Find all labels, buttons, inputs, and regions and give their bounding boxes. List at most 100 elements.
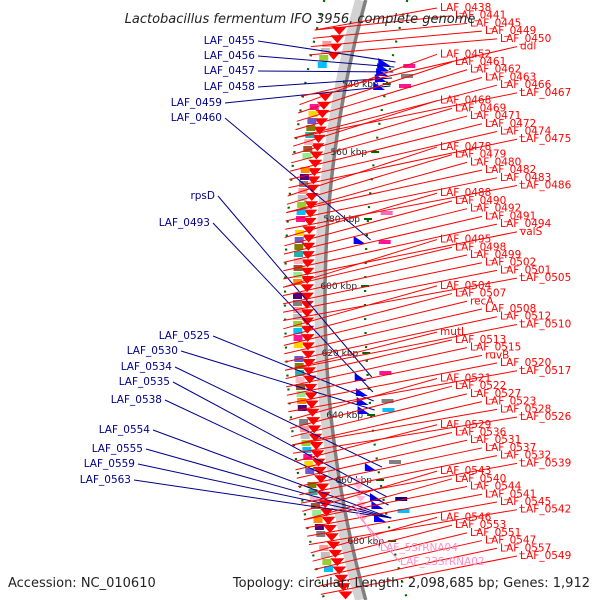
left-feature-label: LAF_0456: [204, 50, 256, 62]
right-feature-label: LAF_0515: [470, 342, 521, 354]
reverse-strand-guide: [363, 0, 409, 600]
forward-cds-arrow: [301, 350, 316, 359]
right-feature-label: LAF_0462: [470, 64, 521, 76]
forward-cds-arrow: [326, 51, 341, 60]
category-block: [322, 559, 332, 565]
right-feature-label: LAF_0529: [440, 419, 491, 431]
right-feature-label: LAF_0499: [470, 249, 521, 261]
right-label-leader: [318, 547, 498, 587]
right-label-leader: [290, 393, 468, 438]
right-feature-label: LAF_0553: [455, 519, 506, 531]
right-label-leader: [310, 30, 483, 48]
category-block: [293, 307, 303, 313]
left-label-leader: [257, 70, 394, 73]
category-block: [293, 279, 303, 285]
right-feature-label: LAF_0521: [440, 372, 491, 384]
right-feature-label: recA: [470, 295, 494, 307]
right-feature-label: valS: [520, 226, 543, 238]
right-label-leader: [285, 323, 518, 371]
right-feature-label: LAF_0504: [440, 280, 492, 292]
right-label-leader: [293, 100, 438, 147]
forward-cds-arrow: [304, 400, 319, 409]
right-feature-label: LAF_0494: [500, 218, 552, 230]
right-label-leader: [283, 215, 483, 263]
reverse-category-block: [379, 371, 392, 375]
category-block: [305, 468, 315, 474]
reverse-category-block: [401, 74, 414, 78]
right-feature-label: LAF_0541: [485, 488, 536, 500]
right-label-leader: [283, 285, 438, 330]
category-block: [309, 104, 319, 110]
forward-cds-arrow: [302, 367, 317, 376]
right-label-leader: [295, 76, 483, 131]
right-feature-label: LAF_0523: [485, 396, 536, 408]
category-block: [303, 146, 313, 152]
right-feature-label: LAF_0468: [440, 95, 491, 107]
forward-cds-arrow: [300, 292, 315, 301]
right-label-leader: [296, 439, 468, 479]
category-block: [313, 517, 323, 523]
right-label-leader: [282, 262, 483, 305]
kbp-tick-label: 580 kbp: [323, 215, 360, 225]
category-block: [308, 111, 318, 117]
right-label-leader: [299, 53, 438, 106]
right-feature-label: LAF_0486: [520, 180, 572, 192]
left-feature-label: rpsD: [190, 190, 215, 202]
forward-cds-arrow: [318, 93, 333, 102]
right-label-leader: [314, 7, 438, 31]
forward-cds-arrow: [332, 27, 347, 35]
forward-cds-arrow: [305, 408, 320, 417]
reverse-category-block: [378, 240, 391, 244]
category-block: [297, 195, 307, 201]
forward-cds-arrow: [309, 442, 324, 450]
forward-cds-arrow: [326, 541, 341, 550]
forward-cds-arrow: [308, 159, 323, 168]
category-block: [304, 461, 314, 467]
map-title: Lactobacillus fermentum IFO 3956, comple…: [125, 12, 476, 27]
right-feature-label: LAF_0540: [455, 473, 506, 485]
right-label-leader: [282, 269, 498, 313]
rrna-label: LAF_5SrRNA04: [380, 542, 458, 554]
right-feature-label: LAF_0520: [500, 357, 551, 369]
right-label-leader: [285, 339, 453, 380]
reverse-cds-arrow: [364, 463, 377, 471]
right-label-leader: [283, 300, 468, 346]
category-block: [300, 433, 310, 439]
right-label-leader: [291, 408, 498, 446]
right-label-leader: [290, 115, 468, 164]
right-feature-label: LAF_0537: [485, 442, 536, 454]
right-label-leader: [287, 362, 498, 404]
left-label-leader: [174, 366, 383, 468]
right-label-leader: [316, 540, 483, 579]
left-feature-label: LAF_0534: [121, 361, 173, 373]
forward-cds-arrow: [303, 392, 318, 401]
right-feature-label: LAF_0480: [470, 156, 521, 168]
right-feature-label: LAF_0461: [455, 56, 506, 68]
right-label-leader: [284, 316, 498, 363]
right-label-leader: [283, 223, 498, 272]
left-feature-label: LAF_0554: [99, 424, 151, 436]
category-block: [293, 328, 303, 334]
forward-cds-arrow: [321, 516, 336, 525]
reverse-category-block: [380, 211, 393, 215]
right-label-leader: [312, 22, 468, 39]
forward-cds-arrow: [330, 35, 345, 44]
left-label-leader: [180, 350, 375, 411]
right-label-leader: [320, 555, 518, 595]
left-feature-label: LAF_0493: [159, 217, 210, 229]
category-block: [295, 370, 305, 376]
category-block: [293, 342, 303, 348]
forward-cds-arrow: [316, 491, 331, 500]
left-label-leader: [133, 479, 392, 519]
left-feature-label: LAF_0460: [171, 112, 222, 124]
right-label-leader: [282, 239, 438, 288]
category-block: [293, 335, 303, 341]
accession-text: Accession: NC_010610: [8, 576, 156, 591]
forward-cds-arrow: [300, 251, 315, 260]
forward-cds-arrow: [306, 176, 321, 185]
rrna-label-leader: [353, 504, 381, 549]
right-feature-label: LAF_0452: [440, 48, 491, 60]
left-feature-label: LAF_0563: [80, 474, 131, 486]
